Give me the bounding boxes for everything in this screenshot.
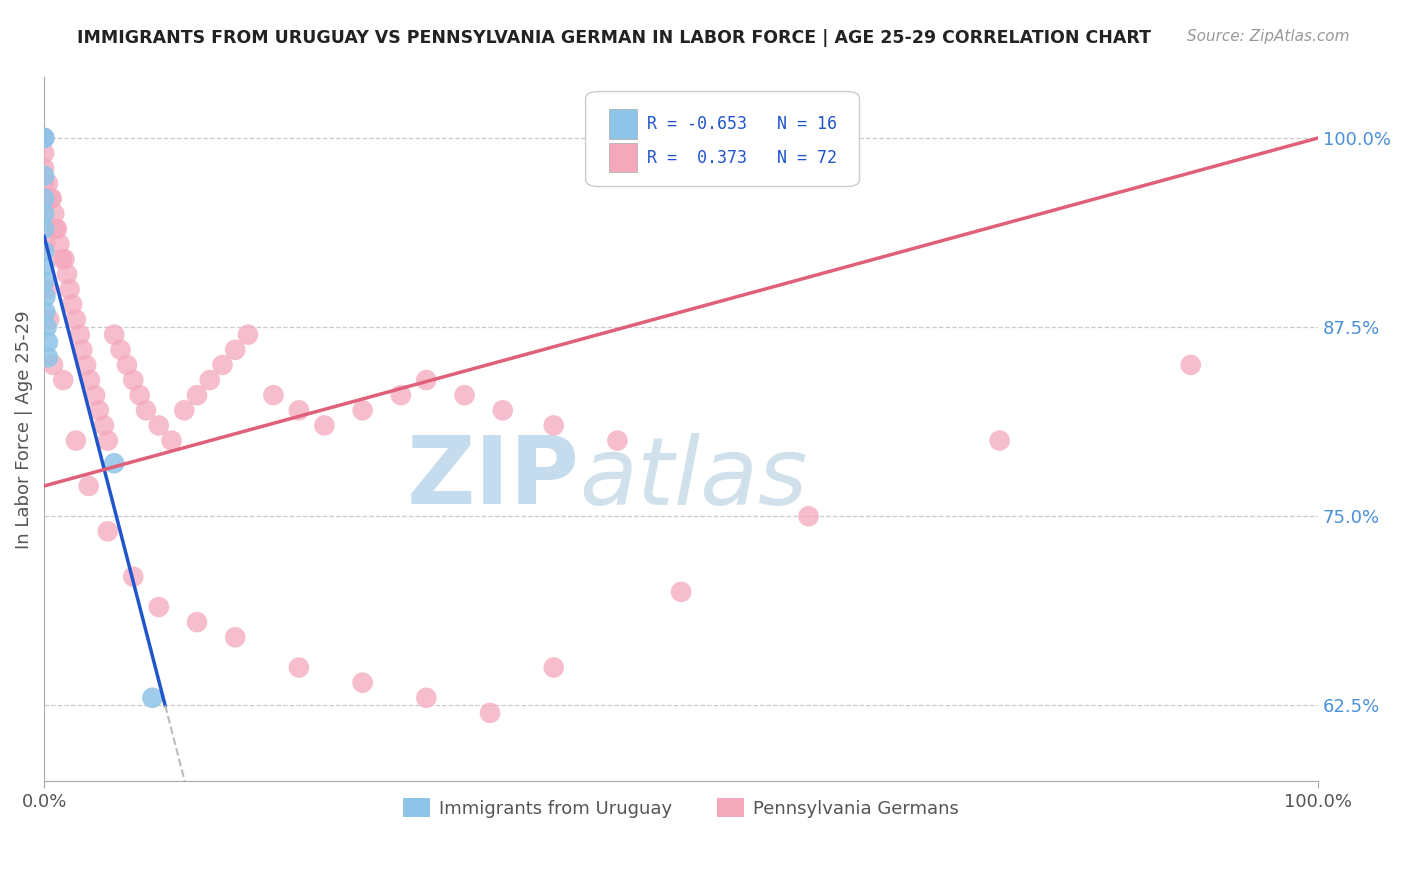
Point [32, 146, 55, 161]
FancyBboxPatch shape [609, 109, 637, 138]
Point [288, 660, 311, 674]
Text: R =  0.373   N = 72: R = 0.373 N = 72 [647, 149, 837, 167]
Point [135, 403, 157, 417]
Point [186, 388, 208, 402]
Text: R = -0.653   N = 16: R = -0.653 N = 16 [647, 115, 837, 133]
Point [141, 690, 163, 705]
Point [32, 161, 55, 176]
Point [52, 373, 75, 387]
Point [122, 570, 145, 584]
Point [122, 373, 145, 387]
Point [32, 206, 55, 220]
Y-axis label: In Labor Force | Age 25-29: In Labor Force | Age 25-29 [15, 310, 32, 549]
Point [58, 282, 80, 296]
Point [51, 252, 73, 266]
Point [262, 388, 284, 402]
Point [41, 192, 63, 206]
Point [453, 388, 475, 402]
Point [224, 630, 246, 644]
Point [77, 479, 100, 493]
Point [32, 131, 55, 145]
Point [543, 660, 565, 674]
Point [352, 403, 374, 417]
Point [32, 244, 55, 259]
Point [79, 373, 101, 387]
Point [103, 456, 125, 470]
Point [128, 388, 150, 402]
Point [48, 236, 70, 251]
Point [797, 509, 820, 524]
Point [32, 131, 55, 145]
Point [72, 343, 94, 357]
Point [65, 434, 87, 448]
Point [1180, 358, 1202, 372]
Point [93, 418, 115, 433]
Point [32, 131, 55, 145]
Point [988, 434, 1011, 448]
Text: IMMIGRANTS FROM URUGUAY VS PENNSYLVANIA GERMAN IN LABOR FORCE | AGE 25-29 CORREL: IMMIGRANTS FROM URUGUAY VS PENNSYLVANIA … [77, 29, 1152, 47]
Point [42, 358, 65, 372]
Point [148, 599, 170, 614]
Point [543, 418, 565, 433]
Point [160, 434, 183, 448]
Point [75, 358, 97, 372]
Point [53, 252, 76, 266]
Point [288, 403, 311, 417]
Point [186, 615, 208, 629]
Point [45, 221, 67, 235]
Legend: Immigrants from Uruguay, Pennsylvania Germans: Immigrants from Uruguay, Pennsylvania Ge… [395, 791, 966, 825]
Point [415, 373, 437, 387]
Point [60, 297, 83, 311]
Point [352, 675, 374, 690]
Point [84, 388, 107, 402]
Point [32, 192, 55, 206]
Point [65, 312, 87, 326]
Point [37, 177, 59, 191]
Point [44, 206, 66, 220]
Point [606, 434, 628, 448]
Point [173, 403, 195, 417]
Point [32, 192, 55, 206]
Point [56, 267, 79, 281]
Point [32, 221, 55, 235]
Point [38, 312, 60, 326]
Point [32, 275, 55, 289]
Point [39, 192, 62, 206]
FancyBboxPatch shape [609, 143, 637, 172]
Point [103, 327, 125, 342]
Point [37, 335, 59, 350]
Point [198, 373, 221, 387]
Point [37, 351, 59, 365]
Point [224, 343, 246, 357]
Point [236, 327, 259, 342]
Point [110, 343, 132, 357]
Point [34, 290, 56, 304]
Text: ZIP: ZIP [406, 433, 579, 524]
Point [35, 320, 58, 334]
Point [32, 131, 55, 145]
Point [34, 236, 56, 251]
FancyBboxPatch shape [585, 92, 859, 186]
Point [45, 221, 67, 235]
Text: atlas: atlas [579, 433, 807, 524]
Point [69, 327, 91, 342]
Point [32, 177, 55, 191]
Point [32, 260, 55, 274]
Point [314, 418, 336, 433]
Point [415, 690, 437, 705]
Point [669, 585, 692, 599]
Point [97, 524, 120, 539]
Point [115, 358, 138, 372]
Point [389, 388, 412, 402]
Text: Source: ZipAtlas.com: Source: ZipAtlas.com [1187, 29, 1350, 45]
Point [492, 403, 515, 417]
Point [211, 358, 233, 372]
Point [32, 169, 55, 183]
Point [148, 418, 170, 433]
Point [34, 305, 56, 319]
Point [87, 403, 110, 417]
Point [35, 282, 58, 296]
Point [479, 706, 502, 720]
Point [97, 434, 120, 448]
